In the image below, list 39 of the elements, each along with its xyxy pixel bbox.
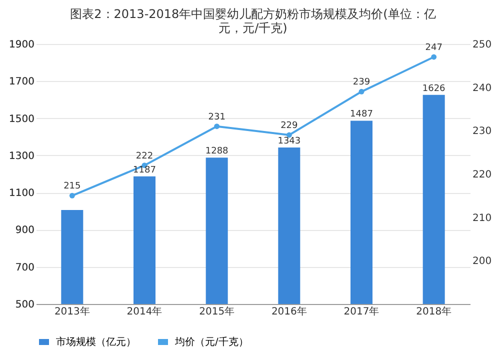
data-label: 239 xyxy=(352,78,370,88)
x-tick-label: 2017年 xyxy=(344,306,380,318)
point xyxy=(358,88,364,94)
y2-tick-label: 250 xyxy=(472,40,492,50)
data-label: 231 xyxy=(208,112,226,122)
y-tick-label: 900 xyxy=(15,225,34,236)
x-tick-label: 2015年 xyxy=(199,306,235,318)
legend-label: 市场规模（亿元） xyxy=(56,336,136,348)
data-label: 229 xyxy=(280,121,298,131)
y-tick-label: 700 xyxy=(15,262,34,274)
x-tick-label: 2013年 xyxy=(54,306,90,318)
data-label: 1288 xyxy=(205,146,229,157)
x-tick-label: 2016年 xyxy=(271,306,307,318)
y-tick-label: 500 xyxy=(15,300,34,310)
data-label: 1487 xyxy=(350,110,373,120)
data-label: 1626 xyxy=(422,84,446,94)
data-label: 1343 xyxy=(278,136,301,146)
y-tick-label: 1700 xyxy=(9,76,34,88)
point xyxy=(431,54,437,60)
y2-tick-label: 220 xyxy=(472,170,492,180)
y2-tick-label: 200 xyxy=(472,256,492,268)
legend-label: 均价（元/千克） xyxy=(174,336,248,348)
y-tick-label: 1300 xyxy=(9,150,34,162)
y2-tick-label: 240 xyxy=(472,82,492,94)
data-label: 222 xyxy=(136,151,154,162)
y2-tick-label: 230 xyxy=(472,126,492,138)
x-tick-label: 2014年 xyxy=(126,306,162,318)
text: 图表2：2013-2018年中国婴幼儿配方奶粉市场规模及均价(单位：亿 xyxy=(70,7,436,21)
data-label: 215 xyxy=(64,182,81,192)
point xyxy=(214,124,220,130)
point xyxy=(69,192,75,198)
x-tick-label: 2018年 xyxy=(416,306,452,318)
y-tick-label: 1500 xyxy=(9,114,34,125)
y2-tick-label: 210 xyxy=(472,212,492,224)
data-label: 1187 xyxy=(133,165,156,176)
data-label: 247 xyxy=(425,43,442,53)
y-tick-label: 1100 xyxy=(9,188,34,200)
text: 元，元/千克) xyxy=(218,21,288,35)
y-tick-label: 1900 xyxy=(9,40,34,50)
